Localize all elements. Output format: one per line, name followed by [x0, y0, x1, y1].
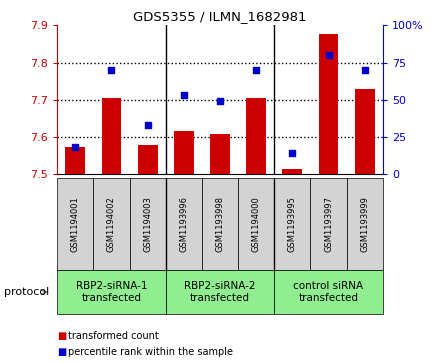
- Bar: [210, 134, 230, 174]
- Text: protocol: protocol: [4, 287, 50, 297]
- Bar: [102, 98, 121, 174]
- Point: [289, 151, 296, 156]
- Point: [180, 93, 187, 98]
- Bar: [355, 89, 375, 174]
- Text: GSM1194001: GSM1194001: [71, 196, 80, 252]
- Bar: [246, 98, 266, 174]
- Text: ■: ■: [57, 331, 66, 341]
- Point: [72, 144, 79, 150]
- Text: GSM1193997: GSM1193997: [324, 196, 333, 252]
- Text: GSM1194003: GSM1194003: [143, 196, 152, 252]
- Bar: [319, 34, 338, 174]
- Text: RBP2-siRNA-2
transfected: RBP2-siRNA-2 transfected: [184, 281, 256, 303]
- Bar: [66, 147, 85, 174]
- Point: [144, 122, 151, 128]
- Text: GSM1193996: GSM1193996: [180, 196, 188, 252]
- Point: [253, 67, 260, 73]
- Bar: [174, 131, 194, 174]
- Text: percentile rank within the sample: percentile rank within the sample: [68, 347, 233, 357]
- Point: [216, 98, 224, 104]
- Point: [325, 52, 332, 58]
- Text: transformed count: transformed count: [68, 331, 159, 341]
- Text: GSM1194002: GSM1194002: [107, 196, 116, 252]
- Text: GSM1193999: GSM1193999: [360, 196, 369, 252]
- Point: [361, 67, 368, 73]
- Text: ■: ■: [57, 347, 66, 357]
- Point: [108, 67, 115, 73]
- Text: GSM1193995: GSM1193995: [288, 196, 297, 252]
- Text: GSM1194000: GSM1194000: [252, 196, 260, 252]
- Text: GSM1193998: GSM1193998: [216, 196, 224, 252]
- Text: control siRNA
transfected: control siRNA transfected: [293, 281, 363, 303]
- Bar: [138, 145, 158, 174]
- Title: GDS5355 / ILMN_1682981: GDS5355 / ILMN_1682981: [133, 10, 307, 23]
- Text: RBP2-siRNA-1
transfected: RBP2-siRNA-1 transfected: [76, 281, 147, 303]
- Bar: [282, 170, 302, 174]
